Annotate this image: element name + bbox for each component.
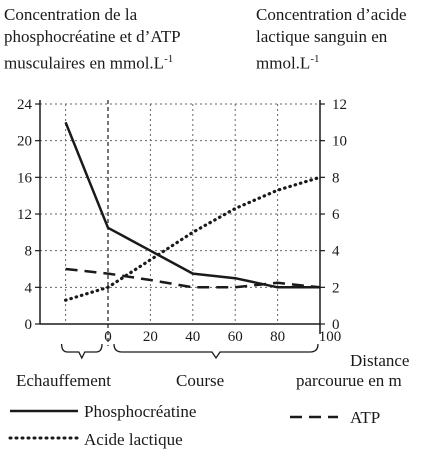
axes [35,100,325,334]
left-title-line-3: musculaires en mmol.L-1 [4,48,181,75]
right-title-exponent: -1 [310,53,320,65]
left-title-line-1: Concentration de la [4,5,138,24]
right-axis-title: Concentration d’acide lactique sanguin e… [256,4,407,75]
right-tick-label-1: 2 [332,280,340,296]
right-title-unit: mmol.L [256,53,311,73]
x-tick-label-3: 60 [228,329,243,345]
legend: Phosphocréatine Acide lactique ATP [8,402,380,449]
left-title-exponent: -1 [164,53,174,65]
left-title-unit: musculaires en mmol.L [4,53,165,73]
left-title-line-2: phosphocréatine et d’ATP [4,27,181,46]
brace-race [113,343,319,360]
left-tick-label-4: 16 [17,170,33,186]
brace-warmup [60,343,103,360]
left-tick-label-6: 24 [17,97,33,113]
right-tick-label-5: 10 [332,134,347,150]
right-tick-label-0: 0 [332,317,340,333]
left-tick-label-0: 0 [25,317,33,333]
left-tick-label-5: 20 [17,134,32,150]
x-tick-label-0: 0 [104,329,112,345]
right-tick-label-3: 6 [332,207,340,223]
phase-label-warmup: Echauffement [16,371,111,390]
x-tick-label-1: 20 [143,329,158,345]
right-tick-label-2: 4 [332,244,340,260]
x-axis-label-line-1: Distance [350,351,409,370]
x-axis-label-line-2: parcourue en m [296,371,402,390]
right-title-line-1: Concentration d’acide [256,5,407,24]
phase-braces [60,343,319,360]
right-tick-label-6: 12 [332,97,347,113]
right-title-line-2: lactique sanguin en [256,27,388,46]
x-tick-label-4: 80 [270,329,285,345]
grid [40,100,320,346]
x-tick-label-2: 40 [185,329,200,345]
right-title-line-3: mmol.L-1 [256,48,407,75]
series-line-atp [65,267,321,289]
legend-label-pcr: Phosphocréatine [84,402,196,421]
series-line-lactate [63,175,322,302]
x-tick-label-5: 100 [319,329,342,345]
series-lines [63,121,322,302]
series-line-pcr [64,121,320,289]
left-tick-label-1: 4 [25,280,33,296]
right-tick-label-4: 8 [332,170,340,186]
left-tick-label-3: 12 [17,207,32,223]
left-axis-title: Concentration de la phosphocréatine et d… [4,4,181,75]
legend-label-atp: ATP [350,408,380,427]
phase-label-race: Course [176,371,224,390]
legend-label-lactate: Acide lactique [84,430,183,449]
left-tick-label-2: 8 [25,244,33,260]
